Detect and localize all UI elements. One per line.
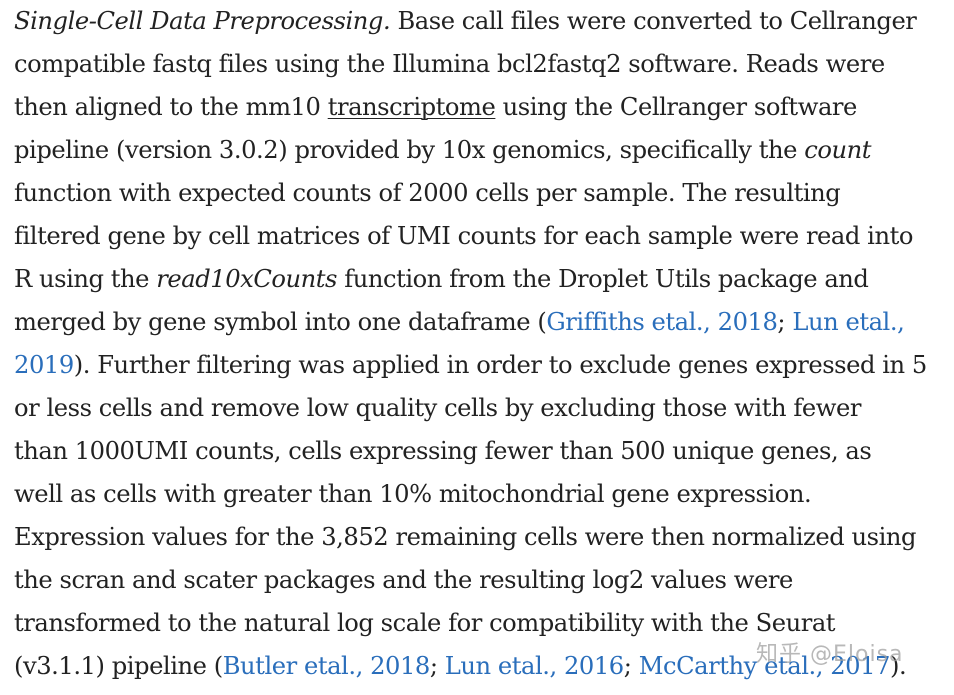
text-span: function from the Droplet Utils package …	[337, 265, 868, 293]
citation-link-griffiths-2018[interactable]: Griffiths etal., 2018	[546, 308, 777, 336]
text-span: compatible fastq files using the Illumin…	[14, 50, 885, 78]
text-line: the scran and scater packages and the re…	[14, 559, 950, 602]
text-span: ). Further filtering was applied in orde…	[74, 351, 927, 379]
text-span: the scran and scater packages and the re…	[14, 566, 793, 594]
watermark: 知乎 @Eloisa	[756, 636, 904, 668]
text-span: ;	[624, 652, 639, 680]
text-line: R using the read10xCounts function from …	[14, 258, 950, 301]
text-line: then aligned to the mm10 transcriptome u…	[14, 86, 950, 129]
text-line: pipeline (version 3.0.2) provided by 10x…	[14, 129, 950, 172]
text-span: merged by gene symbol into one dataframe…	[14, 308, 546, 336]
text-span: R using the	[14, 265, 156, 293]
text-span: pipeline (version 3.0.2) provided by 10x…	[14, 136, 804, 164]
text-span: Base call files were converted to Cellra…	[390, 7, 916, 35]
text-line: or less cells and remove low quality cel…	[14, 387, 950, 430]
italic-term: count	[804, 136, 871, 164]
italic-term: read10xCounts	[156, 265, 337, 293]
text-span: ;	[430, 652, 445, 680]
text-line: 2019). Further filtering was applied in …	[14, 344, 950, 387]
text-span: than 1000UMI counts, cells expressing fe…	[14, 437, 871, 465]
citation-link-butler-2018[interactable]: Butler etal., 2018	[223, 652, 430, 680]
citation-link-lun-2019-year[interactable]: 2019	[14, 351, 74, 379]
section-heading: Single-Cell Data Preprocessing.	[14, 7, 390, 35]
text-line: Expression values for the 3,852 remainin…	[14, 516, 950, 559]
text-span: then aligned to the mm10	[14, 93, 328, 121]
text-line: Single-Cell Data Preprocessing. Base cal…	[14, 0, 950, 43]
text-span: using the Cellranger software	[495, 93, 857, 121]
text-span: filtered gene by cell matrices of UMI co…	[14, 222, 913, 250]
text-span: transformed to the natural log scale for…	[14, 609, 835, 637]
text-span: well as cells with greater than 10% mito…	[14, 480, 811, 508]
text-span: or less cells and remove low quality cel…	[14, 394, 861, 422]
text-span: function with expected counts of 2000 ce…	[14, 179, 840, 207]
text-line: than 1000UMI counts, cells expressing fe…	[14, 430, 950, 473]
text-line: function with expected counts of 2000 ce…	[14, 172, 950, 215]
text-span: (v3.1.1) pipeline (	[14, 652, 223, 680]
citation-link-lun-2016[interactable]: Lun etal., 2016	[445, 652, 624, 680]
citation-link-lun-2019[interactable]: Lun etal.,	[792, 308, 904, 336]
methods-paragraph: Single-Cell Data Preprocessing. Base cal…	[14, 0, 950, 688]
text-line: filtered gene by cell matrices of UMI co…	[14, 215, 950, 258]
text-line: well as cells with greater than 10% mito…	[14, 473, 950, 516]
text-line: merged by gene symbol into one dataframe…	[14, 301, 950, 344]
text-span: Expression values for the 3,852 remainin…	[14, 523, 916, 551]
text-span: ;	[777, 308, 792, 336]
glossary-link-transcriptome[interactable]: transcriptome	[328, 93, 496, 121]
text-line: compatible fastq files using the Illumin…	[14, 43, 950, 86]
